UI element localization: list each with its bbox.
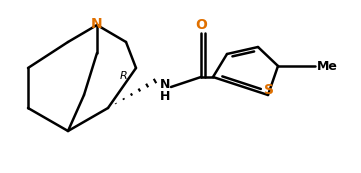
- Text: N: N: [91, 17, 103, 31]
- Text: N: N: [160, 79, 170, 92]
- Text: R: R: [120, 71, 128, 81]
- Text: S: S: [264, 83, 274, 97]
- Text: Me: Me: [317, 60, 338, 72]
- Text: H: H: [160, 89, 170, 102]
- Text: O: O: [195, 18, 207, 32]
